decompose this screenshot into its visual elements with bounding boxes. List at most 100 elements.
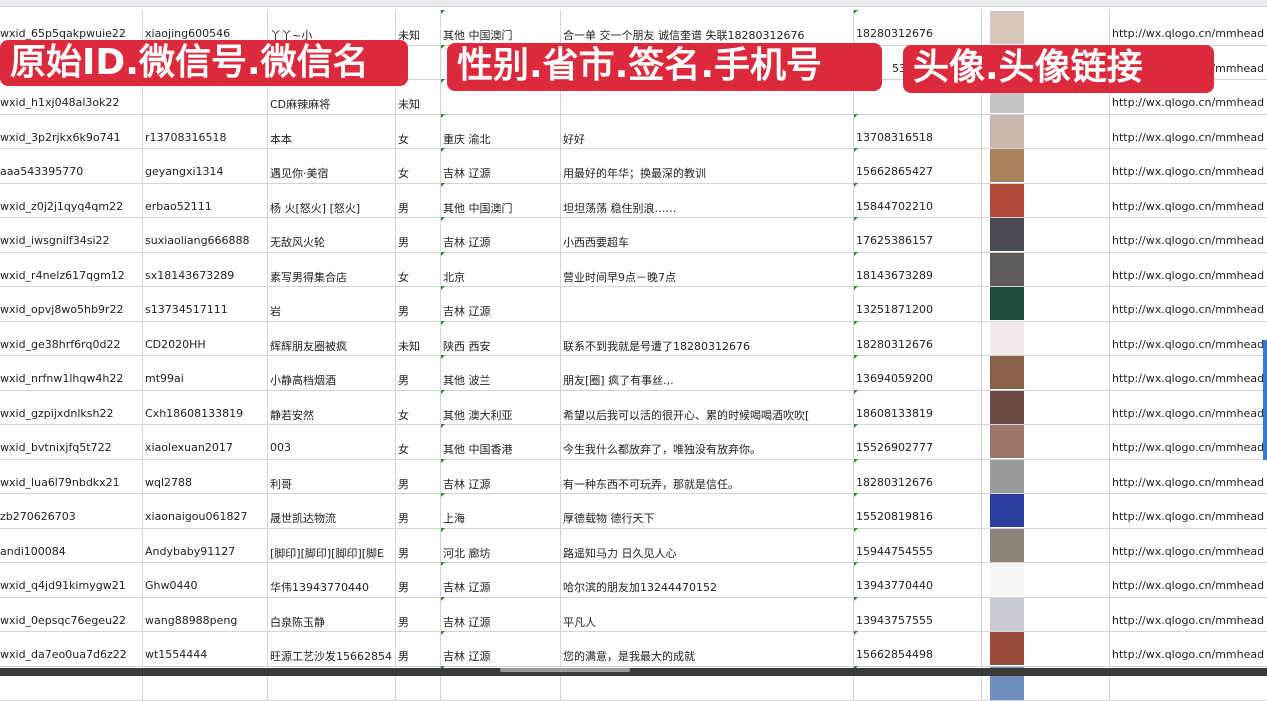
cell-signature[interactable]: 希望以后我可以活的很开心、累的时候喝喝酒吹吹[ <box>560 390 853 425</box>
cell-gender[interactable]: 男 <box>395 459 440 494</box>
cell-wechat[interactable]: sx18143673289 <box>142 252 267 287</box>
cell-id[interactable]: wxid_opvj8wo5hb9r22 <box>0 286 142 321</box>
cell-link[interactable]: http://wx.qlogo.cn/mmhead <box>1109 217 1267 252</box>
cell-gender[interactable]: 男 <box>395 355 440 390</box>
cell-wechat[interactable]: mt99ai <box>142 355 267 390</box>
cell-gender[interactable]: 女 <box>395 252 440 287</box>
cell-region[interactable]: 其他 波兰 <box>440 355 560 390</box>
cell-name[interactable]: 静若安然 <box>267 390 395 425</box>
cell-name[interactable]: 无敌风火轮 <box>267 217 395 252</box>
cell-region[interactable]: 吉林 辽源 <box>440 286 560 321</box>
cell-link[interactable]: http://wx.qlogo.cn/mmhead <box>1109 10 1267 45</box>
cell-link[interactable]: http://wx.qlogo.cn/mmhead <box>1109 183 1267 218</box>
cell-signature[interactable]: 坦坦荡荡 稳住别浪…… <box>560 183 853 218</box>
cell-wechat[interactable]: r13708316518 <box>142 114 267 149</box>
cell-phone[interactable]: 13251871200 <box>853 286 981 321</box>
cell-link[interactable]: http://wx.qlogo.cn/mmhead <box>1109 286 1267 321</box>
cell-phone[interactable]: 18280312676 <box>853 321 981 356</box>
cell-name[interactable]: 本本 <box>267 114 395 149</box>
cell-link[interactable]: http://wx.qlogo.cn/mmhead <box>1109 424 1267 459</box>
cell-phone[interactable]: 15520819816 <box>853 493 981 528</box>
cell-wechat[interactable]: CD2020HH <box>142 321 267 356</box>
avatar-cell[interactable] <box>981 183 1109 218</box>
cell-region[interactable]: 北京 <box>440 252 560 287</box>
cell-name[interactable]: 辉辉朋友圈被疯 <box>267 321 395 356</box>
cell-name[interactable]: 岩 <box>267 286 395 321</box>
cell-region[interactable]: 吉林 辽源 <box>440 562 560 597</box>
cell-gender[interactable]: 男 <box>395 286 440 321</box>
cell-signature[interactable]: 平凡人 <box>560 597 853 632</box>
cell-region[interactable]: 其他 澳大利亚 <box>440 390 560 425</box>
cell-region[interactable]: 吉林 辽源 <box>440 148 560 183</box>
avatar-cell[interactable] <box>981 252 1109 287</box>
cell-region[interactable]: 重庆 渝北 <box>440 114 560 149</box>
cell-wechat[interactable]: geyangxi1314 <box>142 148 267 183</box>
cell-link[interactable]: http://wx.qlogo.cn/mmhead <box>1109 321 1267 356</box>
cell-name[interactable]: 晟世凯达物流 <box>267 493 395 528</box>
cell-region[interactable]: 上海 <box>440 493 560 528</box>
cell-link[interactable]: http://wx.qlogo.cn/mmhead <box>1109 493 1267 528</box>
cell-phone[interactable]: 13943770440 <box>853 562 981 597</box>
cell-name[interactable]: 遇见你·美宿 <box>267 148 395 183</box>
cell-name[interactable]: 003 <box>267 424 395 459</box>
cell-phone[interactable]: 18280312676 <box>853 10 981 45</box>
cell-id[interactable]: wxid_ge38hrf6rq0d22 <box>0 321 142 356</box>
cell-signature[interactable]: 用最好的年华；换最深的教训 <box>560 148 853 183</box>
cell-signature[interactable]: 营业时间早9点－晚7点 <box>560 252 853 287</box>
cell-wechat[interactable]: wang88988peng <box>142 597 267 632</box>
cell-region[interactable]: 河北 廊坊 <box>440 528 560 563</box>
cell-signature[interactable]: 小西西要超车 <box>560 217 853 252</box>
cell-wechat[interactable]: wql2788 <box>142 459 267 494</box>
cell-wechat[interactable]: wt1554444 <box>142 631 267 666</box>
cell-id[interactable]: wxid_r4nelz617qgm12 <box>0 252 142 287</box>
avatar-cell[interactable] <box>981 10 1109 45</box>
cell-link[interactable]: http://wx.qlogo.cn/mmhead <box>1109 631 1267 666</box>
cell-name[interactable]: 华伟13943770440 <box>267 562 395 597</box>
avatar-cell[interactable] <box>981 390 1109 425</box>
cell-link[interactable]: http://wx.qlogo.cn/mmhead <box>1109 597 1267 632</box>
cell-phone[interactable]: 18608133819 <box>853 390 981 425</box>
cell-link[interactable]: http://wx.qlogo.cn/mmhead <box>1109 528 1267 563</box>
cell-id[interactable]: wxid_gzpijxdnlksh22 <box>0 390 142 425</box>
cell-gender[interactable]: 男 <box>395 493 440 528</box>
cell-phone[interactable]: 15662854498 <box>853 631 981 666</box>
cell-phone[interactable]: 13694059200 <box>853 355 981 390</box>
cell-phone[interactable]: 17625386157 <box>853 217 981 252</box>
cell-phone[interactable]: 13943757555 <box>853 597 981 632</box>
cell-id[interactable]: wxid_da7eo0ua7d6z22 <box>0 631 142 666</box>
cell-signature[interactable]: 您的满意，是我最大的成就 <box>560 631 853 666</box>
cell-name[interactable]: 杨 火[怒火] [怒火] <box>267 183 395 218</box>
cell-link[interactable]: http://wx.qlogo.cn/mmhead <box>1109 459 1267 494</box>
cell-region[interactable]: 其他 中国澳门 <box>440 183 560 218</box>
avatar-cell[interactable] <box>981 321 1109 356</box>
avatar-cell[interactable] <box>981 217 1109 252</box>
avatar-cell[interactable] <box>981 424 1109 459</box>
cell-signature[interactable]: 今生我什么都放弃了，唯独没有放弃你。 <box>560 424 853 459</box>
cell-signature[interactable]: 路遥知马力 日久见人心 <box>560 528 853 563</box>
cell-id[interactable]: aaa543395770 <box>0 148 142 183</box>
cell-name[interactable]: 旺源工艺沙发15662854 <box>267 631 395 666</box>
cell-signature[interactable]: 合一单 交一个朋友 诚信奎谱 失联18280312676 <box>560 10 853 45</box>
cell-wechat[interactable]: xiaolexuan2017 <box>142 424 267 459</box>
cell-gender[interactable]: 男 <box>395 562 440 597</box>
cell-signature[interactable]: 哈尔滨的朋友加13244470152 <box>560 562 853 597</box>
cell-wechat[interactable]: xiaonaigou061827 <box>142 493 267 528</box>
cell-id[interactable]: wxid_bvtnixjfq5t722 <box>0 424 142 459</box>
cell-phone[interactable]: 15526902777 <box>853 424 981 459</box>
cell-gender[interactable]: 女 <box>395 148 440 183</box>
cell-region[interactable]: 其他 中国澳门 <box>440 10 560 45</box>
cell-wechat[interactable]: erbao52111 <box>142 183 267 218</box>
cell-wechat[interactable]: s13734517111 <box>142 286 267 321</box>
avatar-cell[interactable] <box>981 562 1109 597</box>
cell-signature[interactable]: 厚德载物 德行天下 <box>560 493 853 528</box>
cell-gender[interactable]: 男 <box>395 217 440 252</box>
cell-gender[interactable]: 女 <box>395 114 440 149</box>
cell-gender[interactable]: 男 <box>395 631 440 666</box>
cell-signature[interactable] <box>560 286 853 321</box>
cell-link[interactable]: http://wx.qlogo.cn/mmhead <box>1109 390 1267 425</box>
cell-id[interactable]: wxid_3p2rjkx6k9o741 <box>0 114 142 149</box>
cell-link[interactable]: http://wx.qlogo.cn/mmhead <box>1109 114 1267 149</box>
cell-name[interactable]: 小静高档烟酒 <box>267 355 395 390</box>
cell-gender[interactable]: 女 <box>395 424 440 459</box>
cell-gender[interactable]: 未知 <box>395 321 440 356</box>
